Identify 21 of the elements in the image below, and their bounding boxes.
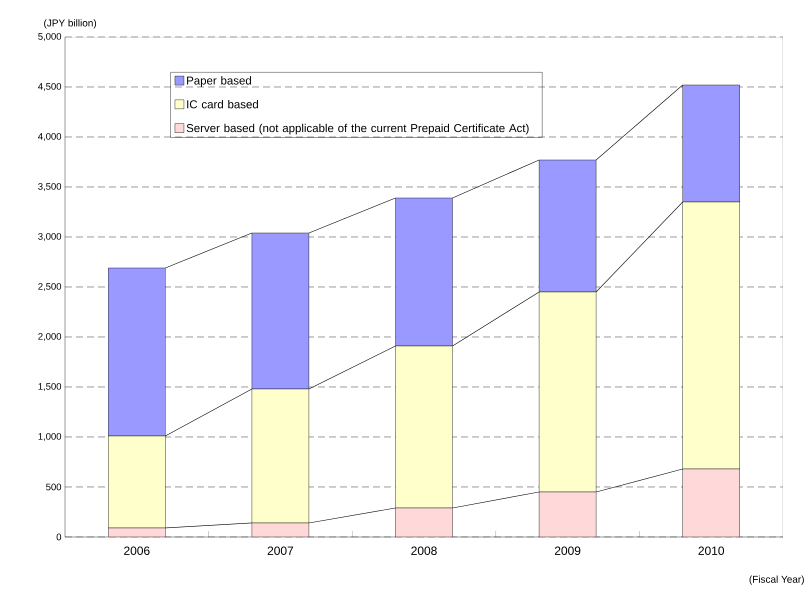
legend-label: Server based (not applicable of the current Prepaid Certificate Act) <box>186 124 529 134</box>
y-tick-label: 0 <box>56 534 62 540</box>
x-tick-label: 2006 <box>124 546 150 555</box>
y-tick-label: 2,000 <box>38 333 62 341</box>
y-tick-label: 4,500 <box>38 83 62 91</box>
y-tick-label: 1,500 <box>38 383 62 391</box>
y-tick-label: 3,000 <box>38 233 62 241</box>
y-tick-label: 2,500 <box>38 283 62 291</box>
x-tick-label: 2008 <box>411 546 437 555</box>
x-axis-title: (Fiscal Year) <box>750 576 804 585</box>
legend-label: IC card based <box>187 100 258 108</box>
x-tick-label: 2007 <box>268 546 294 555</box>
y-tick-label: 3,500 <box>38 183 62 191</box>
x-tick-label: 2010 <box>698 546 724 555</box>
legend-label: Paper based <box>187 76 251 87</box>
y-tick-label: 5,000 <box>38 33 62 41</box>
y-tick-label: 500 <box>46 484 62 490</box>
y-axis-title: (JPY billion) <box>44 19 96 28</box>
y-tick-label: 4,000 <box>38 133 62 141</box>
y-tick-label: 1,000 <box>38 433 62 441</box>
x-tick-label: 2009 <box>554 546 580 555</box>
